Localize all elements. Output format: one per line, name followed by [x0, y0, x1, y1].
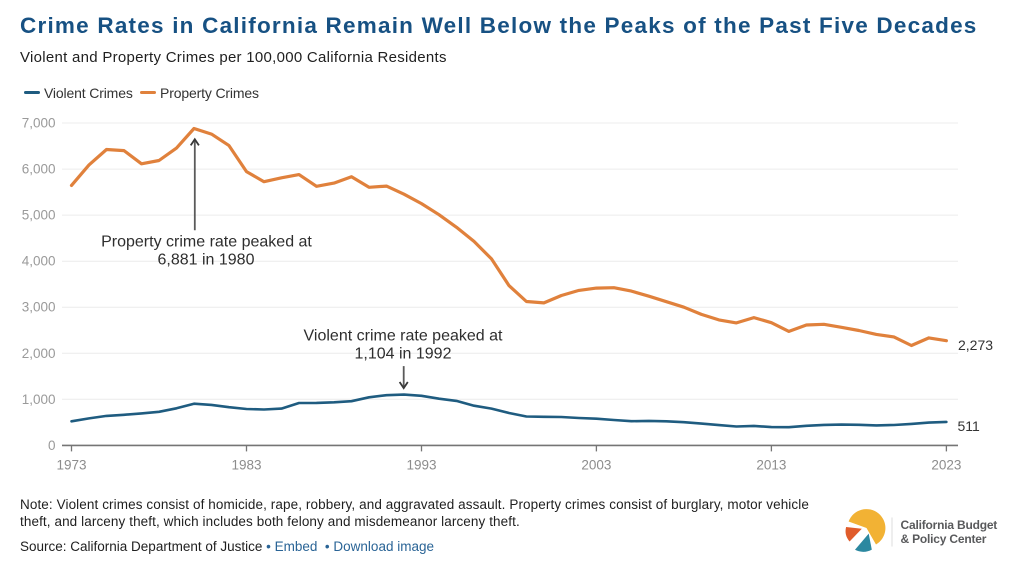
svg-text:1983: 1983 — [231, 458, 261, 473]
svg-text:1,000: 1,000 — [22, 392, 56, 407]
svg-text:511: 511 — [958, 418, 981, 434]
svg-text:3,000: 3,000 — [22, 300, 56, 315]
svg-text:1973: 1973 — [56, 458, 86, 473]
svg-text:5,000: 5,000 — [22, 208, 56, 223]
svg-text:6,000: 6,000 — [22, 162, 56, 177]
svg-text:1,104 in 1992: 1,104 in 1992 — [355, 346, 452, 363]
svg-text:6,881 in 1980: 6,881 in 1980 — [158, 252, 255, 269]
svg-text:2013: 2013 — [756, 458, 786, 473]
svg-text:0: 0 — [48, 438, 56, 453]
svg-text:7,000: 7,000 — [22, 116, 56, 131]
svg-text:2,000: 2,000 — [22, 346, 56, 361]
svg-text:4,000: 4,000 — [22, 254, 56, 269]
svg-text:2,273: 2,273 — [958, 337, 993, 353]
svg-text:Property crime rate peaked at: Property crime rate peaked at — [101, 234, 312, 251]
svg-text:Violent crime rate peaked at: Violent crime rate peaked at — [304, 328, 503, 345]
svg-text:2023: 2023 — [931, 458, 961, 473]
svg-text:2003: 2003 — [581, 458, 611, 473]
svg-text:1993: 1993 — [406, 458, 436, 473]
